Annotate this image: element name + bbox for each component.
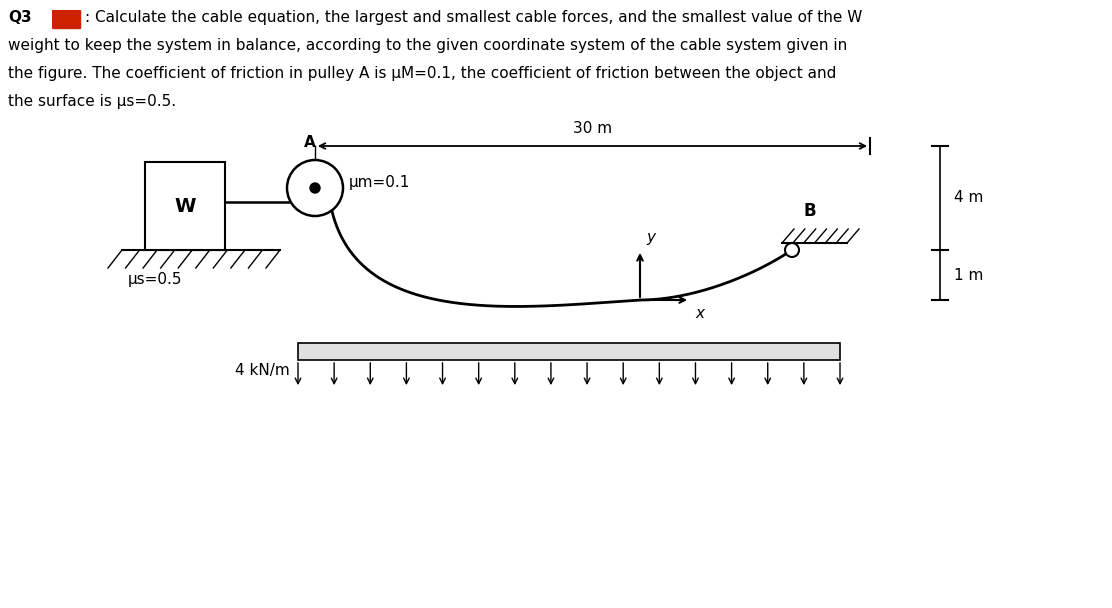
Text: B: B <box>804 202 816 220</box>
Text: 4 kN/m: 4 kN/m <box>236 362 290 378</box>
Text: μs=0.5: μs=0.5 <box>128 272 182 287</box>
Bar <box>298 343 840 360</box>
Text: 30 m: 30 m <box>573 121 612 136</box>
Text: μm=0.1: μm=0.1 <box>349 176 410 190</box>
Text: : Calculate the cable equation, the largest and smallest cable forces, and the s: : Calculate the cable equation, the larg… <box>85 10 863 25</box>
Text: Q3: Q3 <box>8 10 31 25</box>
Bar <box>52 10 80 28</box>
Bar <box>145 162 225 250</box>
Text: 1 m: 1 m <box>954 268 983 283</box>
Text: x: x <box>695 306 704 321</box>
Circle shape <box>310 183 320 193</box>
Text: the surface is μs=0.5.: the surface is μs=0.5. <box>8 94 176 109</box>
Polygon shape <box>52 10 80 28</box>
Circle shape <box>785 243 800 257</box>
Text: y: y <box>646 230 655 245</box>
Text: 4 m: 4 m <box>954 190 983 206</box>
Text: W: W <box>175 196 196 215</box>
Text: A: A <box>304 135 316 150</box>
Text: weight to keep the system in balance, according to the given coordinate system o: weight to keep the system in balance, ac… <box>8 38 847 53</box>
Text: the figure. The coefficient of friction in pulley A is μM=0.1, the coefficient o: the figure. The coefficient of friction … <box>8 66 836 81</box>
Circle shape <box>287 160 342 216</box>
